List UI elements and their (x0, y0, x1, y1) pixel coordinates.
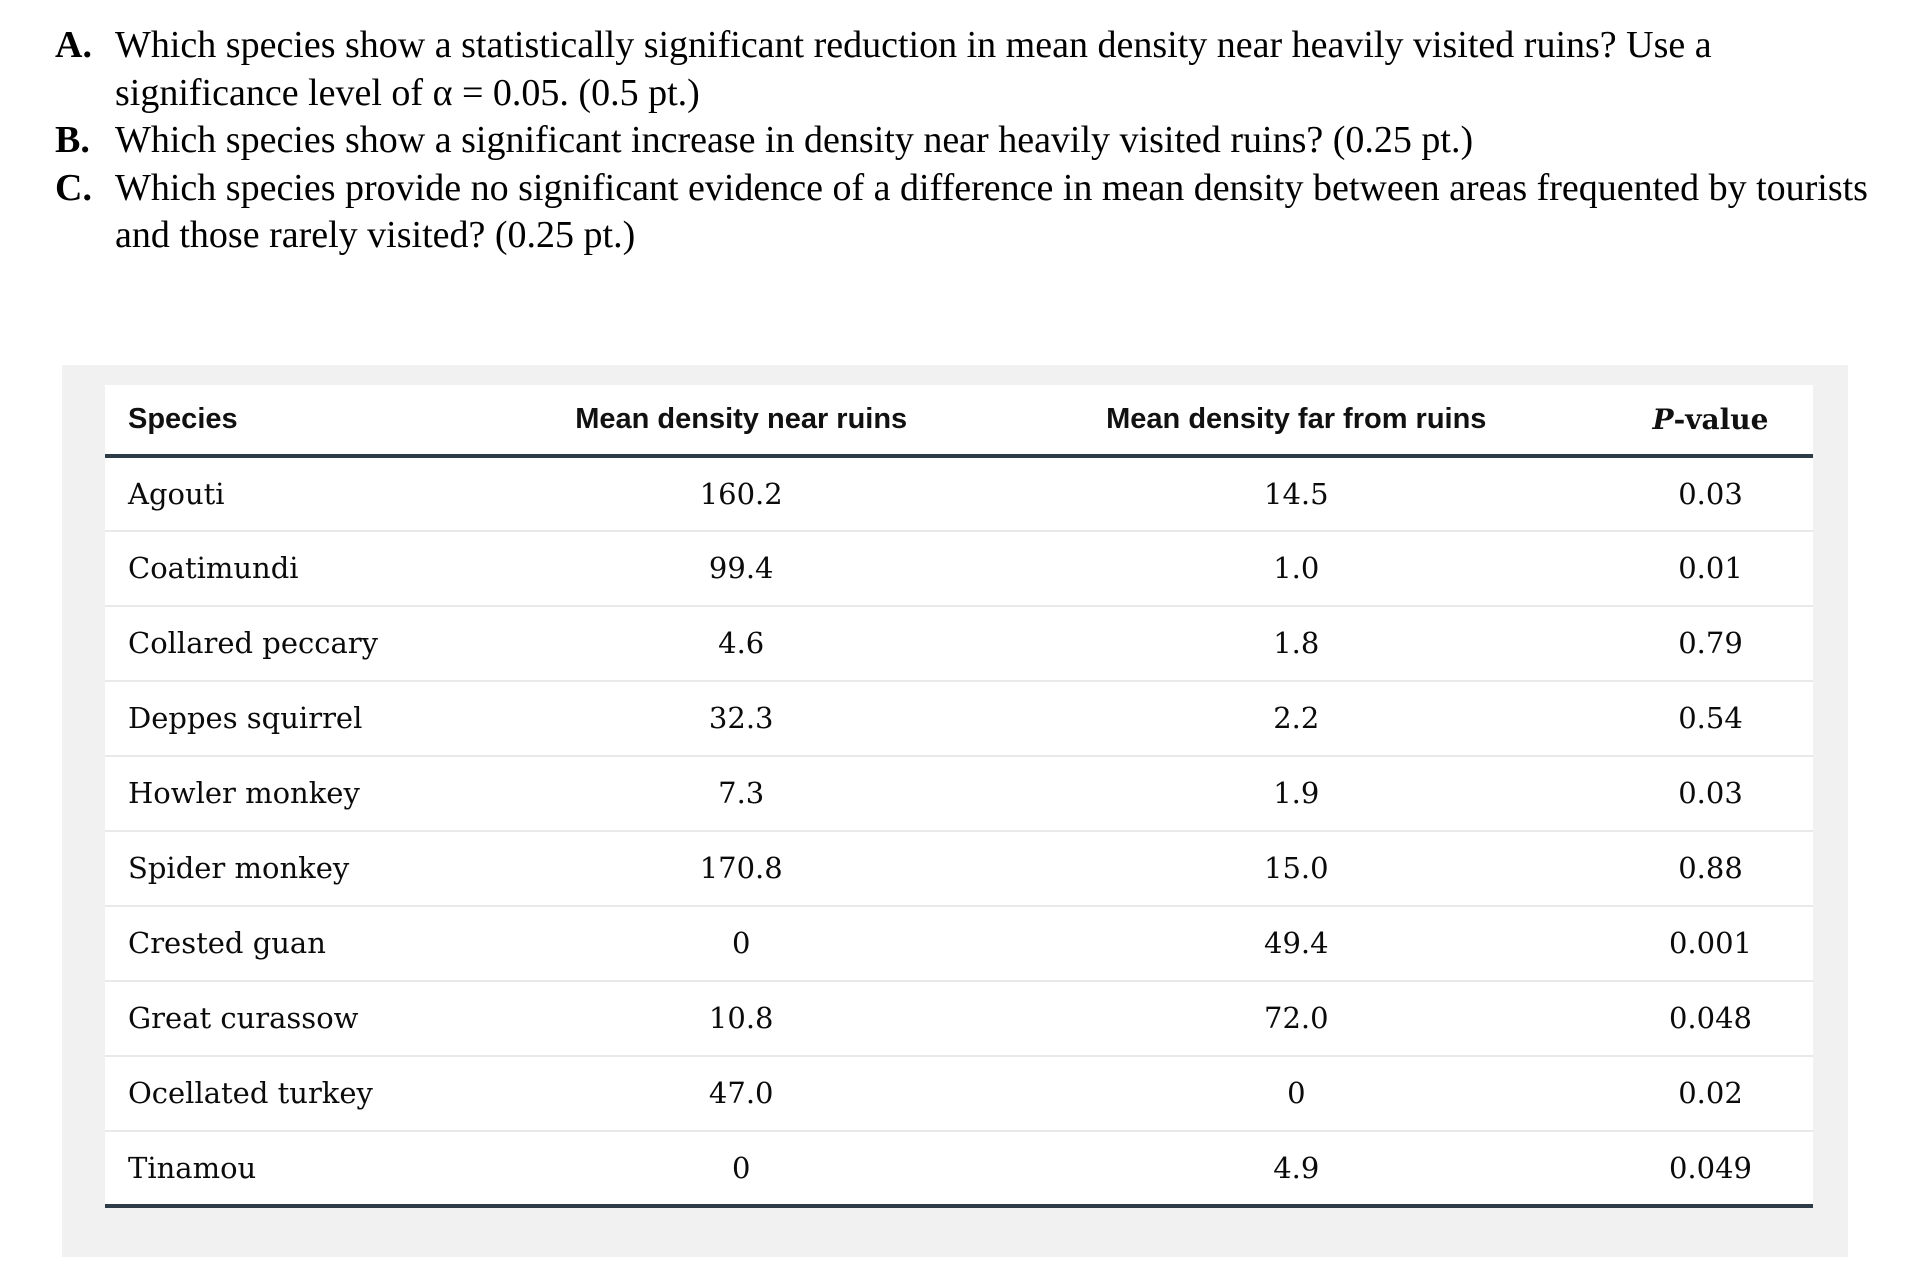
table-row: Collared peccary 4.6 1.8 0.79 (105, 605, 1813, 682)
question-text-c: Which species provide no significant evi… (115, 166, 1868, 257)
p-value: 0.88 (1608, 830, 1813, 907)
density-near: 32.3 (497, 680, 985, 757)
table-row: Spider monkey 170.8 15.0 0.88 (105, 830, 1813, 907)
density-near: 4.6 (497, 605, 985, 682)
col-header-near-ruins: Mean density near ruins (497, 384, 985, 458)
table-row: Ocellated turkey 47.0 0 0.02 (105, 1055, 1813, 1132)
species-name: Agouti (105, 455, 498, 532)
table-row: Great curassow 10.8 72.0 0.048 (105, 980, 1813, 1057)
table-header-row: Species Mean density near ruins Mean den… (105, 384, 1813, 458)
density-far: 15.0 (984, 830, 1609, 907)
question-item-c: C. Which species provide no significant … (55, 165, 1885, 260)
density-far: 49.4 (984, 905, 1609, 982)
table-panel: Species Mean density near ruins Mean den… (62, 364, 1848, 1257)
species-density-table: Species Mean density near ruins Mean den… (105, 384, 1813, 1208)
p-value: 0.02 (1608, 1055, 1813, 1132)
species-name: Crested guan (105, 905, 498, 982)
species-name: Great curassow (105, 980, 498, 1057)
col-header-far-from-ruins: Mean density far from ruins (984, 384, 1609, 458)
species-name: Howler monkey (105, 755, 498, 832)
density-near: 7.3 (497, 755, 985, 832)
p-value: 0.001 (1608, 905, 1813, 982)
density-far: 2.2 (984, 680, 1609, 757)
p-value-italic-p: P (1652, 402, 1674, 436)
density-near: 170.8 (497, 830, 985, 907)
density-near: 0 (497, 905, 985, 982)
table-row: Howler monkey 7.3 1.9 0.03 (105, 755, 1813, 832)
table-row: Tinamou 0 4.9 0.049 (105, 1130, 1813, 1208)
species-name: Coatimundi (105, 530, 498, 607)
density-far: 0 (984, 1055, 1609, 1132)
density-near: 47.0 (497, 1055, 985, 1132)
p-value-suffix: -value (1673, 402, 1769, 436)
p-value: 0.03 (1608, 455, 1813, 532)
density-far: 1.8 (984, 605, 1609, 682)
species-name: Deppes squirrel (105, 680, 498, 757)
col-header-p-value: P-value (1608, 384, 1813, 458)
density-far: 14.5 (984, 455, 1609, 532)
p-value: 0.54 (1608, 680, 1813, 757)
table-row: Crested guan 0 49.4 0.001 (105, 905, 1813, 982)
table-row: Deppes squirrel 32.3 2.2 0.54 (105, 680, 1813, 757)
species-name: Tinamou (105, 1130, 498, 1208)
density-far: 4.9 (984, 1130, 1609, 1208)
question-text-a: Which species show a statistically signi… (115, 24, 1712, 114)
col-header-species: Species (105, 384, 498, 458)
question-label-a: A. (55, 24, 92, 66)
density-far: 72.0 (984, 980, 1609, 1057)
question-item-a: A. Which species show a statistically si… (55, 22, 1885, 117)
species-name: Collared peccary (105, 605, 498, 682)
p-value: 0.01 (1608, 530, 1813, 607)
species-name: Ocellated turkey (105, 1055, 498, 1132)
table-row: Coatimundi 99.4 1.0 0.01 (105, 530, 1813, 607)
question-label-c: C. (55, 166, 92, 209)
p-value: 0.048 (1608, 980, 1813, 1057)
table-row: Agouti 160.2 14.5 0.03 (105, 455, 1813, 532)
density-near: 160.2 (497, 455, 985, 532)
question-text-b: Which species show a significant increas… (115, 119, 1474, 161)
density-near: 99.4 (497, 530, 985, 607)
density-far: 1.0 (984, 530, 1609, 607)
density-near: 0 (497, 1130, 985, 1208)
p-value: 0.79 (1608, 605, 1813, 682)
question-list: A. Which species show a statistically si… (55, 0, 1885, 260)
question-label-b: B. (55, 119, 90, 161)
p-value: 0.03 (1608, 755, 1813, 832)
p-value: 0.049 (1608, 1130, 1813, 1208)
question-item-b: B. Which species show a significant incr… (55, 117, 1885, 165)
density-far: 1.9 (984, 755, 1609, 832)
density-near: 10.8 (497, 980, 985, 1057)
species-name: Spider monkey (105, 830, 498, 907)
